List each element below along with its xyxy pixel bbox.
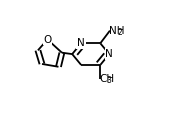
Text: CH: CH <box>99 74 114 84</box>
Text: N: N <box>105 49 113 59</box>
Text: N: N <box>77 38 85 48</box>
Text: 3: 3 <box>107 76 112 85</box>
Text: 2: 2 <box>118 28 122 37</box>
Text: NH: NH <box>109 26 124 36</box>
Text: O: O <box>43 35 52 45</box>
